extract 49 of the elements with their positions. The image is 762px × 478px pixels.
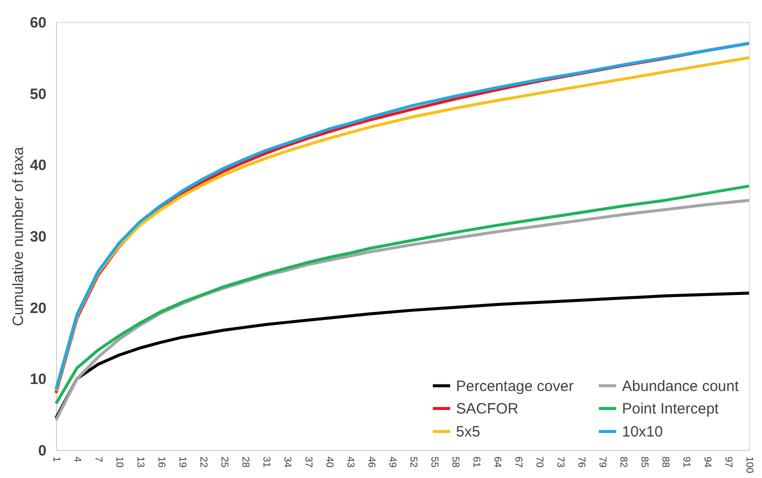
- x-tick-label: 40: [324, 456, 334, 468]
- x-tick-label: 61: [470, 456, 482, 468]
- legend-label: 10x10: [622, 424, 663, 440]
- y-tick-label: 10: [30, 371, 46, 388]
- x-tick-label: 28: [240, 456, 250, 468]
- x-tick-label: 91: [680, 456, 692, 468]
- y-tick-label: 40: [30, 157, 46, 174]
- x-tick-label: 67: [512, 456, 524, 468]
- x-tick-label: 64: [492, 456, 502, 468]
- x-tick-label: 49: [386, 456, 398, 468]
- y-tick-label: 60: [30, 14, 46, 32]
- x-tick-label: 76: [576, 456, 586, 468]
- x-tick-label: 25: [218, 456, 230, 468]
- legend-label: SACFOR: [456, 400, 519, 418]
- x-tick-label: 7: [92, 456, 104, 462]
- x-tick-label: 73: [554, 456, 566, 468]
- x-tick-label: 85: [638, 456, 650, 468]
- x-tick-label: 88: [660, 456, 670, 468]
- line-series: [54, 292, 750, 420]
- x-tick-label: 46: [366, 456, 376, 468]
- legend-label: 5x5: [456, 424, 480, 440]
- x-tick-label: 19: [176, 456, 188, 468]
- y-axis-title: Cumulative number of taxa: [10, 146, 27, 326]
- x-tick-label: 13: [134, 456, 146, 468]
- x-tick-label: 82: [618, 456, 628, 468]
- y-tick-label: 0: [38, 442, 46, 460]
- x-tick-label: 22: [198, 456, 208, 468]
- x-tick-label: 55: [428, 456, 440, 468]
- y-tick-label: 20: [30, 300, 46, 317]
- x-tick-label: 79: [596, 456, 608, 468]
- x-tick-label: 100: [744, 456, 754, 474]
- legend-label: Abundance count: [622, 378, 740, 395]
- x-tick-label: 1: [50, 456, 62, 462]
- x-tick-label: 43: [344, 456, 356, 468]
- x-tick-label: 10: [114, 456, 124, 468]
- y-tick-label: 50: [30, 86, 46, 103]
- x-tick-label: 58: [450, 456, 460, 468]
- x-tick-label: 52: [408, 456, 418, 468]
- x-tick-label: 70: [534, 456, 544, 468]
- x-tick-label: 97: [722, 456, 734, 468]
- legend-label: Point Intercept: [622, 400, 720, 418]
- x-tick-label: 94: [702, 456, 712, 468]
- x-tick-label: 34: [282, 456, 292, 468]
- legend-label: Percentage cover: [456, 378, 574, 395]
- x-tick-label: 16: [156, 456, 166, 468]
- x-tick-label: 4: [72, 456, 82, 462]
- y-tick-label: 30: [30, 228, 46, 246]
- x-tick-label: 37: [302, 456, 314, 468]
- x-tick-label: 31: [260, 456, 272, 468]
